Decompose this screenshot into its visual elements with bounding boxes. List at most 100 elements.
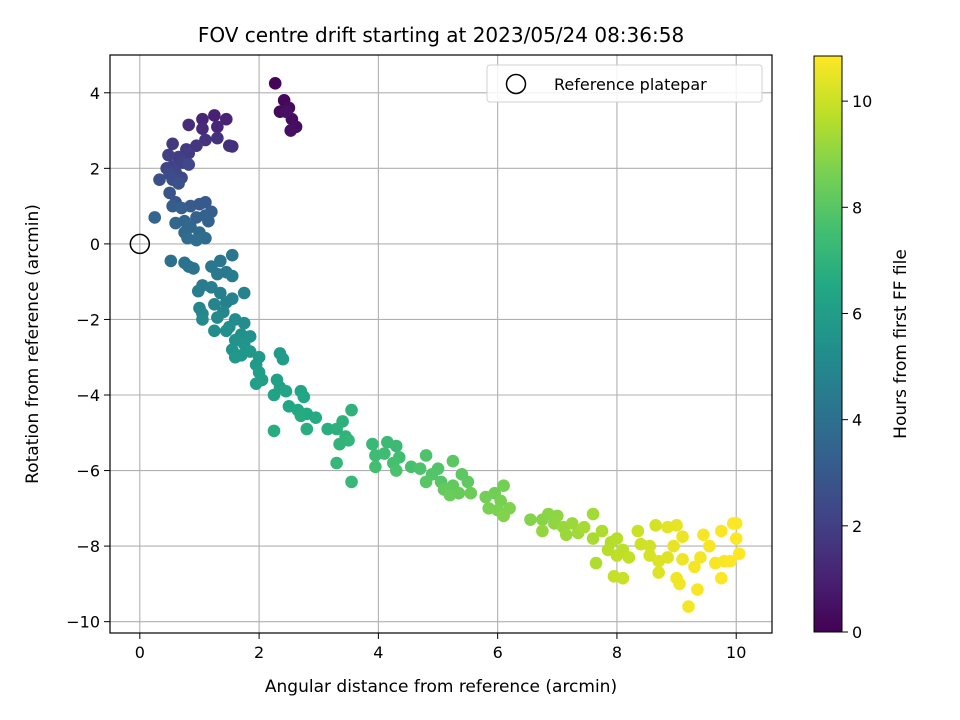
scatter-point: [694, 551, 707, 564]
scatter-point: [196, 122, 209, 135]
scatter-point: [667, 539, 680, 553]
legend-marker: [505, 73, 527, 95]
scatter-point: [389, 439, 403, 453]
scatter-point: [267, 388, 281, 402]
scatter-point: [237, 286, 251, 300]
colorbar-label: Hours from first FF file: [891, 249, 911, 439]
x-axis: 0 2 4 6 8 10: [135, 633, 746, 662]
scatter-point: [321, 422, 334, 436]
scatter-point: [182, 118, 196, 132]
legend: Reference platepar: [486, 64, 763, 103]
scatter-point: [219, 324, 233, 338]
scatter-point: [464, 486, 478, 500]
scatter-point: [190, 233, 203, 247]
scatter-point: [166, 137, 179, 151]
scatter-point: [342, 434, 355, 447]
y-tick-label: −10: [66, 613, 100, 632]
scatter-point: [446, 454, 460, 468]
scatter-point: [479, 490, 493, 504]
scatter-point: [413, 462, 427, 475]
scatter-point: [162, 148, 175, 162]
scatter-point: [182, 158, 196, 171]
scatter-point: [559, 528, 573, 542]
scatter-point: [148, 211, 162, 224]
colorbar-tick-label: 2: [852, 517, 862, 536]
colorbar-tick-label: 0: [852, 623, 862, 642]
scatter-point: [208, 324, 221, 338]
chart-title: FOV centre drift starting at 2023/05/24 …: [198, 23, 684, 47]
scatter-point: [211, 131, 224, 145]
scatter-point: [190, 211, 203, 224]
scatter-point: [443, 488, 457, 502]
y-tick-label: −8: [76, 537, 100, 556]
scatter-point: [643, 549, 657, 562]
scatter-point: [461, 475, 475, 489]
scatter-point: [497, 509, 510, 523]
scatter-point: [219, 112, 233, 126]
scatter-point: [524, 513, 537, 526]
colorbar-tick-label: 4: [852, 411, 862, 430]
scatter-point: [610, 549, 624, 562]
scatter-point: [175, 201, 188, 215]
scatter-point: [610, 532, 624, 545]
scatter-point: [661, 551, 674, 564]
scatter-point: [378, 447, 391, 460]
y-tick-label: 0: [90, 235, 100, 254]
y-tick-label: −6: [76, 462, 100, 481]
scatter-point: [601, 543, 615, 557]
scatter-point: [369, 460, 382, 474]
scatter-point: [622, 551, 636, 564]
scatter-point: [676, 553, 689, 566]
scatter-point: [336, 415, 349, 428]
scatter-point: [294, 409, 308, 423]
y-axis-label: Rotation from reference (arcmin): [23, 204, 43, 484]
x-tick-label: 8: [612, 643, 622, 662]
scatter-point: [536, 524, 549, 538]
y-tick-label: −4: [76, 386, 100, 405]
scatter-point: [729, 532, 743, 545]
scatter-point: [225, 269, 239, 283]
scatter-point: [577, 520, 591, 534]
scatter-point: [691, 583, 704, 596]
scatter-point: [688, 560, 701, 574]
scatter-point: [595, 524, 609, 538]
scatter-point: [697, 528, 710, 542]
scatter-point: [228, 350, 242, 364]
x-tick-label: 2: [254, 643, 264, 662]
scatter-point: [268, 77, 282, 90]
scatter-point: [208, 109, 221, 122]
scatter-point: [682, 600, 695, 613]
scatter-point: [670, 519, 683, 532]
scatter-point: [703, 539, 716, 553]
x-tick-label: 4: [373, 643, 383, 662]
scatter-point: [631, 524, 645, 538]
scatter-point: [182, 146, 196, 160]
data-points: [148, 77, 746, 613]
scatter-point: [616, 571, 630, 585]
colorbar-tick-label: 8: [852, 198, 862, 217]
legend-label: Reference platepar: [554, 75, 707, 94]
scatter-point: [649, 519, 663, 532]
scatter-point: [652, 566, 665, 579]
scatter-point: [715, 524, 728, 538]
scatter-point: [589, 556, 603, 570]
colorbar-tick-label: 10: [852, 92, 872, 111]
scatter-point: [172, 177, 185, 190]
scatter-point: [565, 517, 579, 530]
scatter-point: [208, 298, 221, 311]
scatter-point: [586, 532, 600, 545]
scatter-point: [211, 311, 224, 324]
scatter-point: [214, 254, 227, 268]
scatter-point: [191, 284, 205, 298]
scatter-point: [284, 124, 298, 137]
scatter-point: [345, 475, 358, 489]
x-tick-label: 10: [726, 643, 746, 662]
reference-marker: [129, 233, 151, 255]
scatter-point: [586, 507, 600, 521]
scatter-point: [723, 554, 737, 568]
scatter-point: [187, 262, 200, 275]
colorbar-tick-label: 6: [852, 304, 862, 323]
colorbar: 0 2 4 6 8 10 Hours from first FF file: [813, 55, 911, 642]
scatter-point: [366, 437, 379, 451]
scatter-point: [330, 456, 343, 470]
